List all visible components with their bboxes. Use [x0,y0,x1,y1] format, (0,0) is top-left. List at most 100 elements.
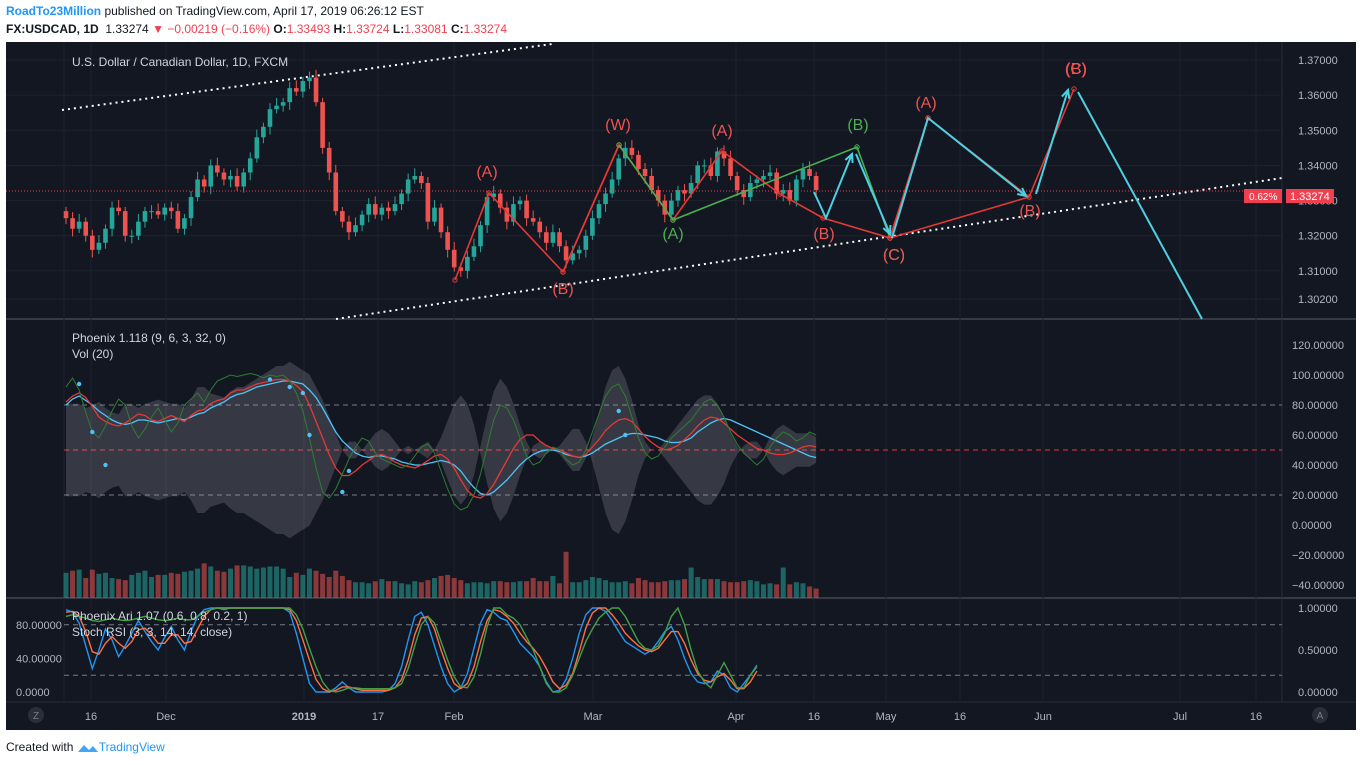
volume-bar [188,570,194,598]
candle-body [307,77,312,82]
candle-body [550,232,556,243]
wave-red-bc[interactable] [889,196,1030,239]
upper-trendline[interactable] [61,43,553,111]
volume-bar [708,579,714,598]
stoch-right-tick: 0.00000 [1298,687,1338,699]
low-value: 1.33081 [404,22,448,36]
volume-bar [76,569,82,598]
zoom-button[interactable] [28,707,44,723]
candle-body [267,109,273,127]
time-tick-label: 2019 [292,711,316,723]
candle-body [313,77,319,103]
volume-bar [813,588,819,598]
created-with-label: Created with [6,740,74,754]
last-price: 1.33274 [105,22,149,36]
tradingview-brand[interactable]: TradingView [98,740,165,754]
time-tick-label: May [876,711,897,723]
price-change: −0.00219 (−0.16%) [167,22,271,36]
chart-canvas[interactable]: (A)(B)(W) (A)(B)(A)(B)(C)(A)(B)(C)(C)(B) … [6,42,1356,730]
volume-bar [629,583,635,598]
lower-trendline[interactable] [335,177,1283,320]
candle-body [590,218,595,236]
candle-body [715,151,720,176]
candle-body [484,197,490,226]
candle-body [287,88,293,103]
volume-bar [280,568,286,598]
cyan-arrow-3[interactable] [891,116,1027,239]
osc-tick-label: 80.00000 [1292,400,1338,412]
volume-bar [392,581,398,598]
osc-tick-label: 20.00000 [1292,490,1338,502]
time-tick-label: 16 [954,711,966,723]
volume-bar [570,582,576,598]
wave-label: (C) [883,247,905,264]
volume-bar [537,581,543,598]
volume-bar [655,582,661,598]
volume-bar [642,580,648,598]
osc-signal-dot [76,381,82,387]
candle-body [300,81,306,92]
time-tick-label: Apr [727,711,744,723]
author-link[interactable]: RoadTo23Million [6,4,102,18]
volume-bar [747,580,753,598]
osc-signal-dot [103,462,108,468]
time-tick-label: 16 [85,711,97,723]
publish-info: RoadTo23Million published on TradingView… [6,4,424,18]
wave-label: (B) [847,117,868,134]
volume-bar [149,577,155,598]
cyan-arrow-1[interactable] [813,153,853,221]
cyan-projection-down[interactable] [1077,91,1203,320]
volume-bar [622,581,628,598]
volume-bar [313,570,319,598]
auto-scale-icon: A [1317,711,1324,722]
volume-bar [431,578,437,598]
candle-body [688,183,694,194]
candle-body [557,232,562,247]
candle-body [379,207,385,215]
wave-green[interactable] [618,144,891,239]
candle-body [675,190,681,201]
candle-body [76,221,82,229]
volume-bar [293,572,299,598]
candle-body [563,246,569,261]
candle-body [386,207,391,212]
volume-bar [807,586,813,598]
volume-bar [379,579,385,598]
high-value: 1.33724 [346,22,390,36]
cyan-arrow-4[interactable] [1035,89,1069,195]
volume-bar [649,582,655,598]
auto-scale-button[interactable] [1312,707,1328,723]
chart-container[interactable]: (A) (B) (W) (A) (B) (A) (B) (C) (A) (B) (C) (C) (B) … [6,42,1356,730]
candle-body [109,207,115,229]
osc-signal-dot [90,429,95,435]
volume-bar [385,581,391,598]
osc-signal-dot [346,468,352,474]
wave-label: (B) [813,226,834,243]
osc-signal-dot [267,377,273,382]
candle-body [438,207,444,233]
candle-body [701,165,707,167]
candle-body [366,204,371,215]
price-tick-label: 1.30200 [1298,294,1338,306]
volume-bar [609,582,615,598]
volume-bar [550,575,556,598]
volume-bar [445,574,451,598]
volume-bar [668,580,674,598]
cyan-arrow-2[interactable] [855,153,891,235]
stoch-rsi [64,606,1282,693]
candle-body [228,175,233,180]
time-axis[interactable]: 16 Dec 2019 17 Feb Mar Apr 16 May 16 Jun Jul 16 [85,711,1262,723]
volume-bar [635,578,641,598]
volume-bar [195,568,201,598]
candle-body [616,158,622,180]
volume-bar [530,578,536,598]
volume-bar [109,578,115,598]
candle-body [425,183,431,222]
candle-body [346,221,352,233]
time-tick-label: Dec [156,711,176,723]
candle-body [767,172,773,176]
volume-bar [721,581,727,598]
wave-red-w[interactable] [562,144,620,273]
symbol-info: FX:USDCAD, 1D 1.33274 ▼ −0.00219 (−0.16%… [6,22,507,36]
candle-body [182,218,187,229]
